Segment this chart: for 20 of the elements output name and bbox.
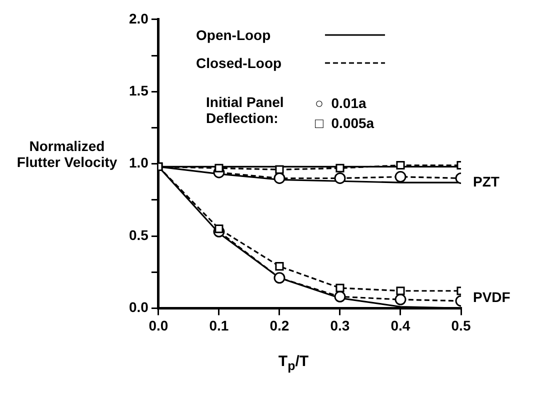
annotation: Closed-Loop <box>196 55 282 71</box>
y-axis-title: Normalized Flutter Velocity <box>16 138 118 170</box>
y-tick-label: 1.0 <box>128 154 149 171</box>
y-tick-label: 2.0 <box>128 10 149 26</box>
y-tick-label: 1.5 <box>128 82 149 98</box>
x-tick-label: 0.4 <box>390 317 410 334</box>
x-axis-title: T$_{p}$/T <box>277 353 310 373</box>
annotation: Open-Loop <box>196 27 271 43</box>
annotation: PZT <box>473 173 500 190</box>
x-tick-label: 0.2 <box>270 317 290 334</box>
x-tick-label: 0.1 <box>209 317 229 334</box>
x-tick-label: 0.3 <box>330 317 350 334</box>
x-tick-label: 0.0 <box>148 317 168 334</box>
annotation: PVDF <box>473 288 511 305</box>
annotation: ○ 0.01a <box>315 95 366 111</box>
y-tick-label: 0.5 <box>128 226 149 243</box>
annotation: □ 0.005a <box>315 115 374 131</box>
y-tick-label: 0.0 <box>128 299 149 316</box>
legend-title: Initial Panel Deflection: <box>206 94 284 126</box>
x-tick-label: 0.5 <box>451 317 471 334</box>
